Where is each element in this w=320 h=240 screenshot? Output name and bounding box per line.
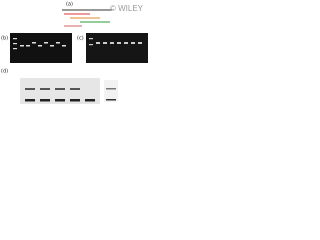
gel-b bbox=[10, 33, 72, 63]
figure: (a) © WILEY (b) (c) (d) bbox=[1, 2, 148, 104]
gel-c bbox=[86, 33, 148, 63]
panel-label: (b) bbox=[1, 36, 8, 42]
panel-label: (d) bbox=[1, 69, 8, 75]
construct-diagram bbox=[62, 9, 112, 27]
watermark: © WILEY bbox=[110, 4, 144, 13]
page: (a) © WILEY (b) (c) (d) bbox=[0, 0, 150, 106]
panel-label: (c) bbox=[77, 36, 84, 42]
panel-label: (a) bbox=[66, 2, 73, 8]
blot-d bbox=[20, 78, 118, 104]
